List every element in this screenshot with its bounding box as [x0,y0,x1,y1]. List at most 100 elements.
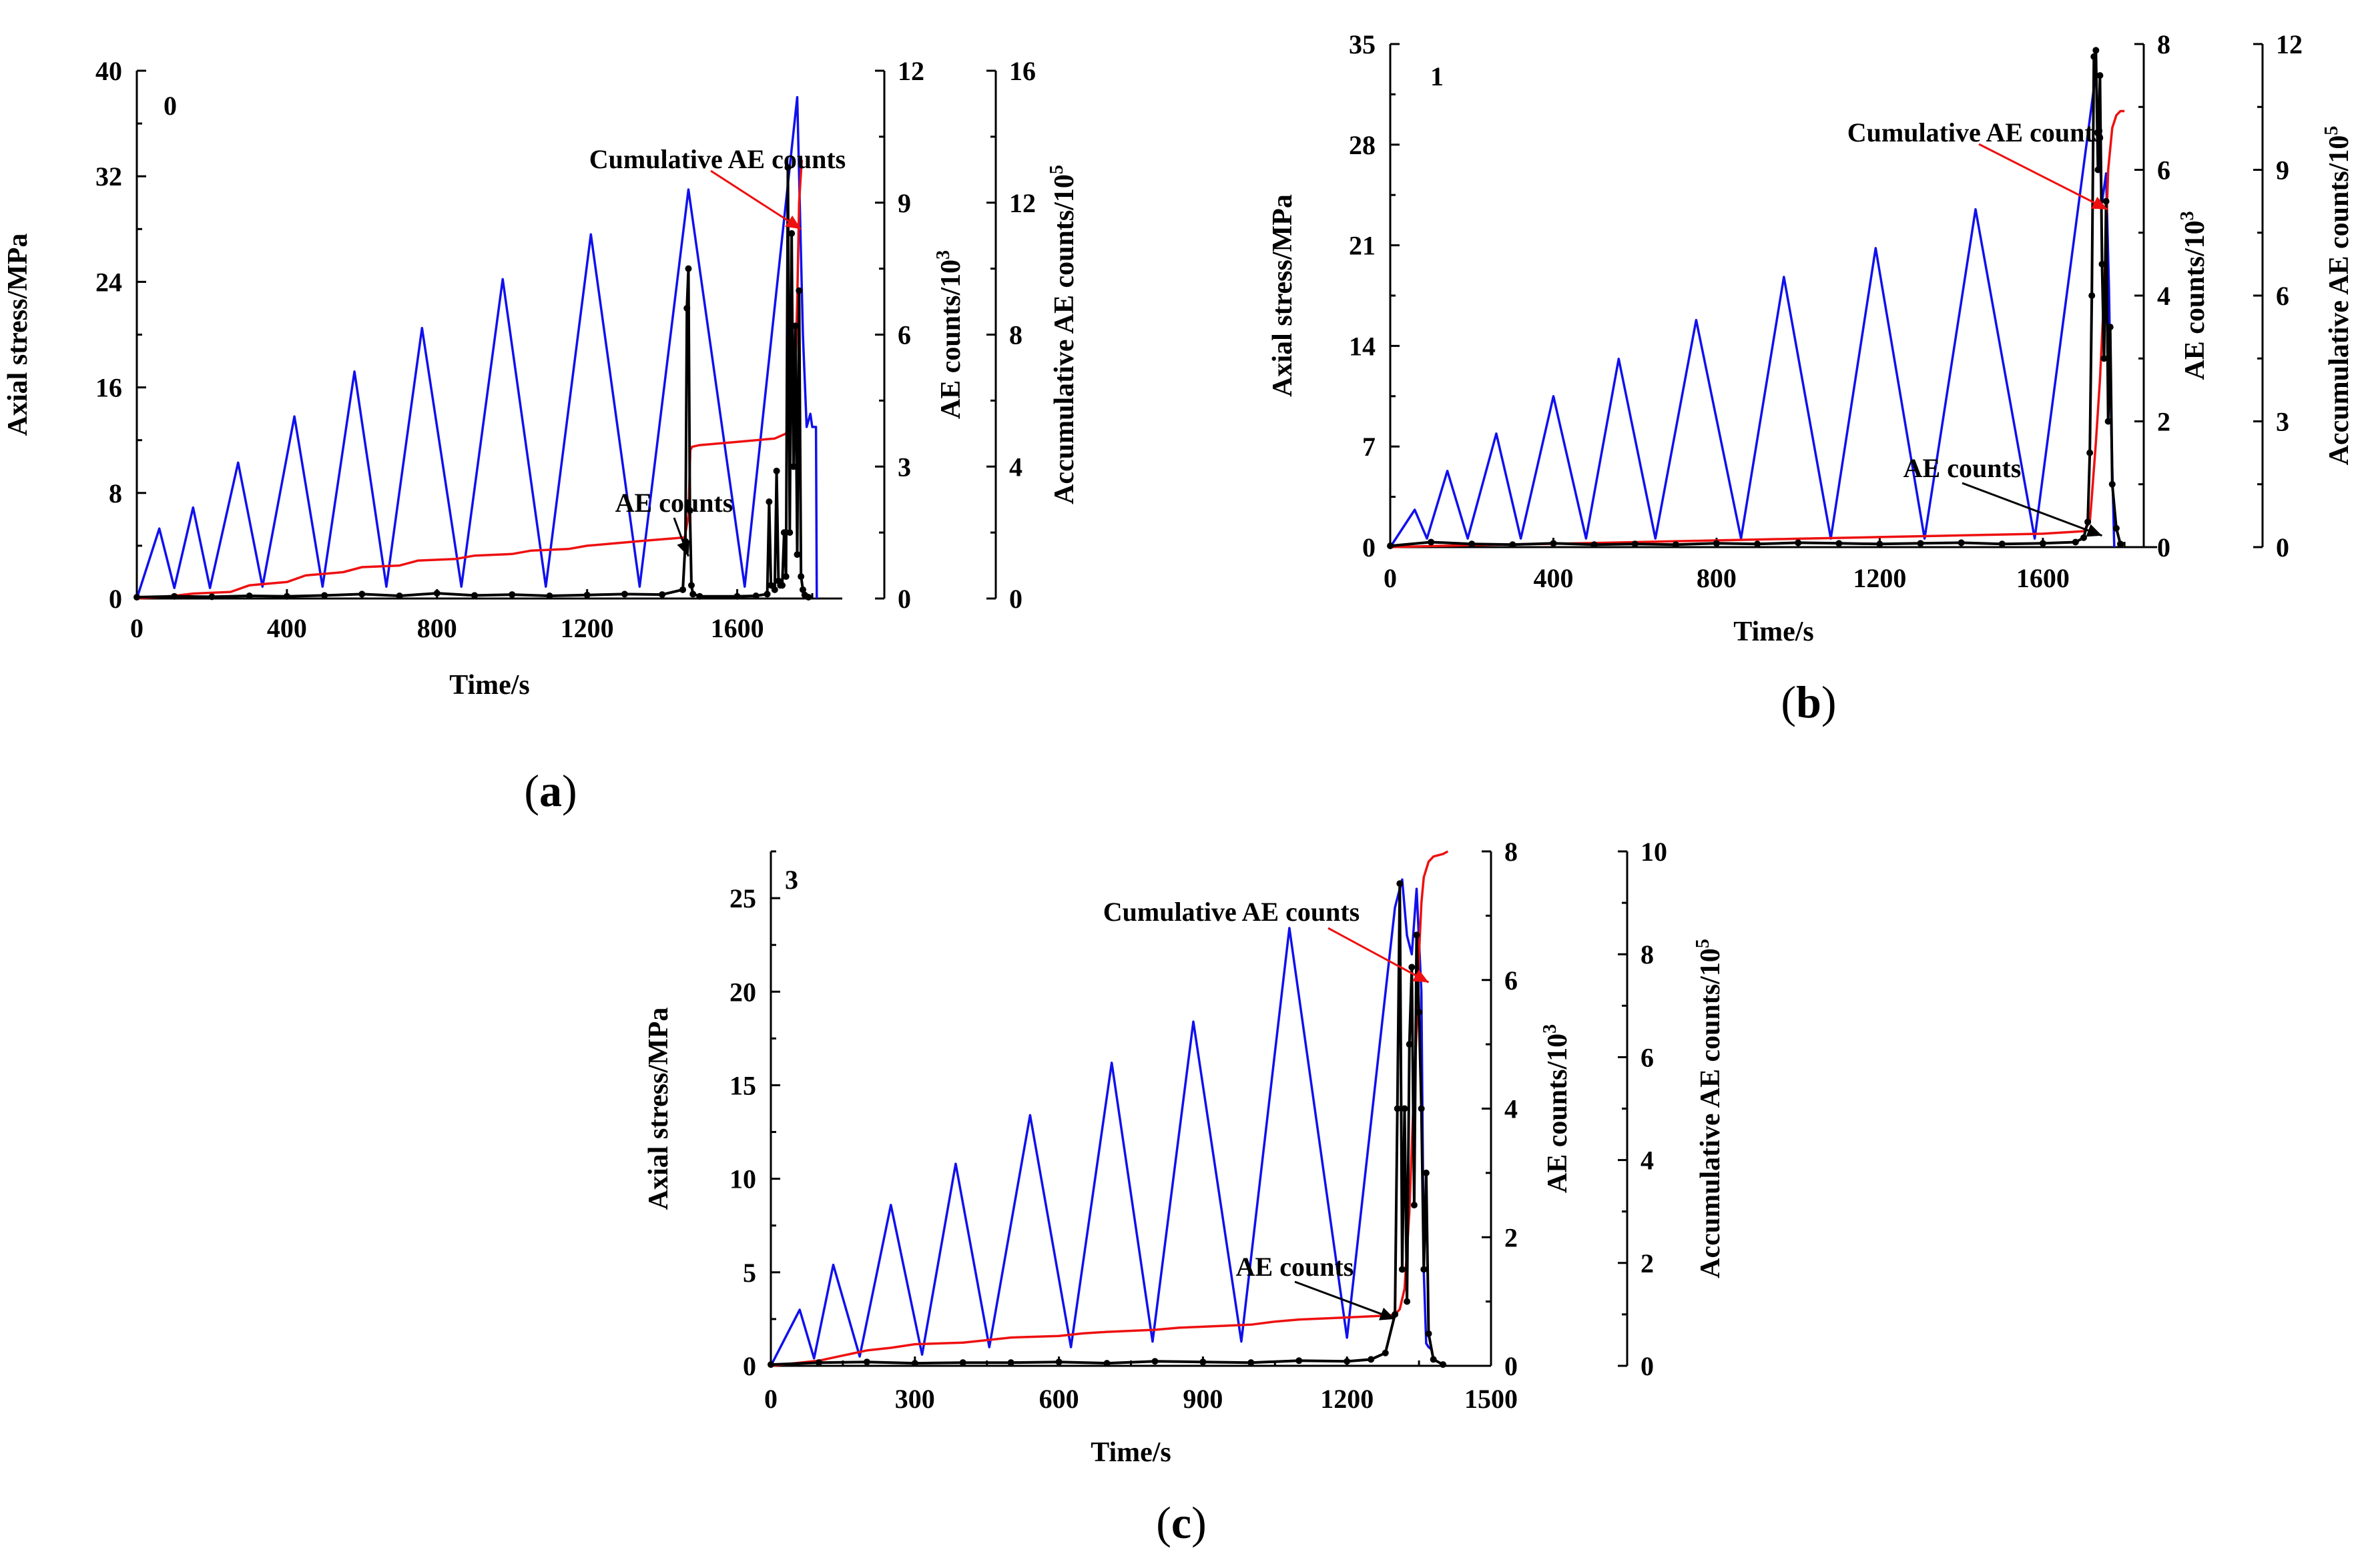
y-tick-label: 35 [1349,29,1376,59]
accumulative-ae-y-tick-label: 6 [1641,1042,1654,1072]
ae-count-point [208,593,216,601]
x-tick-label: 400 [1533,563,1573,593]
ae-count-point [1672,541,1679,548]
accumulative-ae-y-tick-label: 9 [2276,155,2289,185]
ae-count-point [911,1360,918,1367]
ae-count-point [1631,540,1639,548]
ae-count-point [696,593,703,600]
ae-counts-annotation-label: AE counts [1236,1252,1354,1282]
ae-count-point [782,573,790,580]
ae-count-point [396,593,403,600]
panel-caption: (b) [1781,677,1836,727]
ae-counts-annotation-arrow-head [1379,1307,1396,1320]
ae-count-point [779,582,786,589]
ae-count-point [2094,166,2102,173]
ae-count-point [583,591,591,599]
cumulative-ae-annotation-arrow-head [2091,196,2108,210]
ae-counts-annotation-arrow-line [1294,1280,1396,1320]
cumulative-ae-annotation-arrow-line [710,169,802,230]
ae-counts-axis-title: AE counts/103 [1540,1024,1573,1193]
ae-count-point [1404,1298,1411,1305]
x-tick-label: 900 [1183,1384,1223,1414]
ae-counts-y-tick-label: 8 [2157,29,2170,59]
y-tick-label: 10 [729,1164,756,1194]
x-tick-label: 1600 [2016,563,2070,593]
ae-counts-y-tick-label: 6 [1504,965,1518,996]
ae-count-point [798,573,805,580]
ae-counts-y-tick-label: 2 [2157,407,2170,437]
panel-number: 3 [785,865,798,895]
ae-count-point [1413,931,1420,939]
y-tick-label: 0 [1362,532,1376,562]
series-ae-counts-line [136,166,810,599]
ae-count-point [2098,260,2106,268]
ae-count-point [683,304,691,312]
ae-count-point [796,287,803,294]
ae-count-point [686,507,693,514]
ae-count-point [786,529,794,536]
ae-count-point [1754,540,1761,548]
ae-count-point [2116,540,2124,548]
ae-count-point [1835,540,1843,547]
ae-counts-y-tick-label: 2 [1504,1222,1518,1252]
chart-panel-c: 0 300 600 900 1200 15000510152025024680246810… [643,837,1726,1548]
y-tick-label: 24 [95,267,122,297]
ae-count-point [733,593,741,600]
ae-count-point [358,591,366,598]
accumulative-ae-axis-title: Accumulative AE counts/105 [2321,126,2355,466]
ae-count-point [788,230,796,237]
accumulative-ae-y-tick-label: 0 [1641,1351,1654,1381]
ae-counts-y-tick-label: 8 [1504,837,1518,867]
series-cumulative-ae-counts-line [136,159,804,600]
series-cumulative-ae-counts-line [770,850,1449,1367]
ae-count-point [2102,198,2110,205]
ae-count-point [1247,1359,1255,1366]
series-ae-counts-line [770,882,1444,1366]
ae-count-point [2090,53,2098,60]
ae-counts-y-tick-label: 9 [898,188,911,218]
ae-count-point [321,592,328,599]
ae-count-point [171,593,178,600]
y-tick-label: 40 [95,56,122,86]
ae-count-point [1509,541,1516,548]
accumulative-ae-y-tick-label: 12 [2276,29,2303,59]
y-tick-label: 32 [95,161,122,191]
ae-counts-annotation-label: AE counts [1903,453,2022,483]
y-tick-label: 8 [109,478,122,508]
ae-count-point [1401,1105,1408,1112]
x-tick-label: 0 [1384,563,1397,593]
ae-counts-y-tick-label: 0 [898,584,911,614]
x-tick-label: 800 [1697,563,1737,593]
ae-count-point [1387,542,1394,550]
ae-count-point [792,322,799,330]
ae-count-point [790,463,797,470]
ae-count-point [509,591,516,599]
ae-count-point [959,1359,966,1366]
ae-count-point [2084,518,2092,526]
ae-count-point [1406,1041,1413,1048]
ae-count-point [1422,1169,1430,1176]
ae-count-point [1394,1105,1401,1112]
panel-caption: (c) [1156,1497,1207,1548]
ae-count-point [1550,540,1557,547]
ae-count-point [752,593,760,600]
ae-counts-y-tick-label: 0 [2157,532,2170,562]
ae-count-point [689,591,697,598]
accumulative-ae-y-tick-label: 4 [1009,452,1022,482]
ae-count-point [780,529,788,536]
y-tick-label: 16 [95,373,122,403]
ae-count-point [1103,1360,1111,1367]
x-tick-label: 800 [417,613,457,643]
series-axial-stress-line [135,95,818,599]
ae-count-point [2096,72,2104,79]
ae-counts-axis-title: AE counts/103 [933,250,966,419]
y-tick-label: 25 [729,883,756,913]
ae-count-point [1590,541,1598,548]
ae-count-point [1344,1358,1351,1365]
ae-count-point [1998,540,2006,548]
accumulative-ae-y-tick-label: 3 [2276,407,2289,437]
ae-count-point [1876,540,1883,548]
accumulative-ae-y-tick-label: 4 [1641,1146,1654,1176]
ae-count-point [679,586,687,593]
